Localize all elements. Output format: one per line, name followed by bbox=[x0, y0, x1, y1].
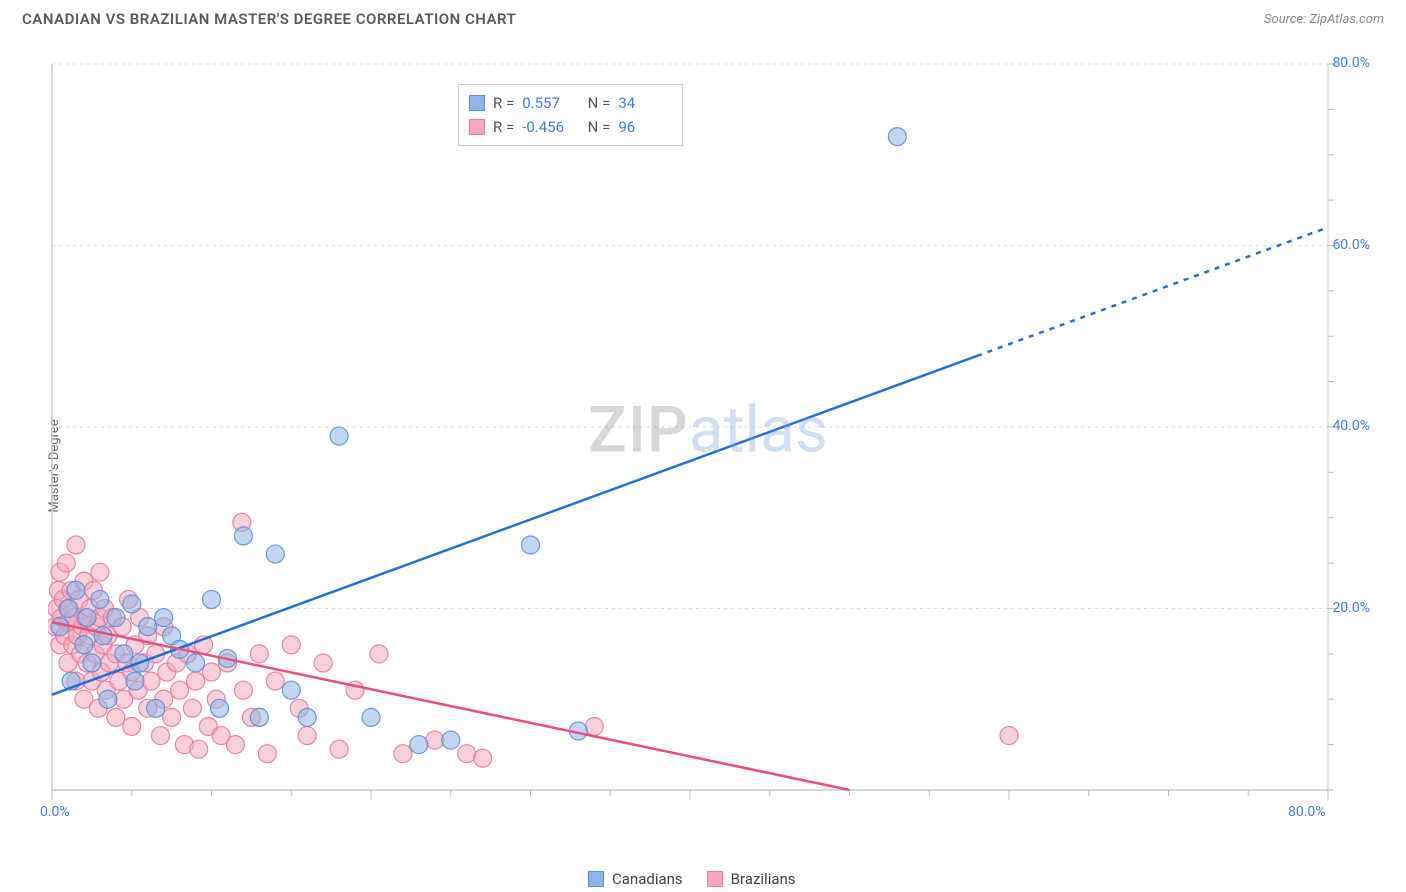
data-point bbox=[203, 590, 221, 608]
data-point bbox=[203, 663, 221, 681]
data-point bbox=[330, 740, 348, 758]
n-value: 34 bbox=[618, 91, 668, 115]
r-value: 0.557 bbox=[522, 91, 572, 115]
data-point bbox=[250, 708, 268, 726]
n-label: N = bbox=[580, 115, 610, 139]
data-point bbox=[75, 636, 93, 654]
y-tick-label: 80.0% bbox=[1332, 55, 1370, 71]
r-label: R = bbox=[493, 115, 514, 139]
trend-line-extrapolated bbox=[977, 227, 1328, 356]
data-point bbox=[67, 536, 85, 554]
data-point bbox=[139, 618, 157, 636]
data-point bbox=[151, 727, 169, 745]
data-point bbox=[522, 536, 540, 554]
y-tick-label: 60.0% bbox=[1332, 237, 1370, 253]
data-point bbox=[59, 600, 77, 618]
data-point bbox=[210, 699, 228, 717]
data-point bbox=[1000, 727, 1018, 745]
legend-item: Brazilians bbox=[707, 870, 796, 888]
data-point bbox=[123, 595, 141, 613]
trend-line bbox=[52, 622, 850, 790]
n-label: N = bbox=[580, 91, 610, 115]
data-point bbox=[83, 654, 101, 672]
series-swatch bbox=[469, 95, 485, 111]
data-point bbox=[107, 708, 125, 726]
legend-item: Canadians bbox=[588, 870, 683, 888]
data-point bbox=[458, 745, 476, 763]
data-point bbox=[107, 609, 125, 627]
plot-area: ZIPatlas R = 0.557 N = 34R = -0.456 N = … bbox=[48, 60, 1368, 830]
trend-line bbox=[52, 356, 977, 695]
data-point bbox=[266, 672, 284, 690]
data-point bbox=[94, 627, 112, 645]
y-tick-label: 20.0% bbox=[1332, 600, 1370, 616]
n-value: 96 bbox=[618, 115, 668, 139]
data-point bbox=[226, 736, 244, 754]
data-point bbox=[314, 654, 332, 672]
x-tick-label: 0.0% bbox=[40, 804, 70, 820]
correlation-stats-box: R = 0.557 N = 34R = -0.456 N = 96 bbox=[458, 84, 683, 146]
data-point bbox=[234, 527, 252, 545]
chart-container: Master's Degree ZIPatlas R = 0.557 N = 3… bbox=[0, 40, 1406, 892]
data-point bbox=[258, 745, 276, 763]
r-label: R = bbox=[493, 91, 514, 115]
data-point bbox=[394, 745, 412, 763]
data-point bbox=[234, 681, 252, 699]
stats-row: R = -0.456 N = 96 bbox=[469, 115, 668, 139]
data-point bbox=[155, 609, 173, 627]
source-name: ZipAtlas.com bbox=[1309, 12, 1384, 27]
data-point bbox=[370, 645, 388, 663]
data-point bbox=[183, 699, 201, 717]
data-point bbox=[362, 708, 380, 726]
data-point bbox=[99, 690, 117, 708]
data-point bbox=[171, 681, 189, 699]
chart-title: CANADIAN VS BRAZILIAN MASTER'S DEGREE CO… bbox=[22, 10, 516, 28]
source-prefix: Source: bbox=[1264, 12, 1309, 27]
data-point bbox=[282, 636, 300, 654]
series-legend: Canadians Brazilians bbox=[588, 870, 796, 888]
data-point bbox=[115, 645, 133, 663]
data-point bbox=[426, 731, 444, 749]
legend-swatch bbox=[588, 871, 604, 887]
data-point bbox=[298, 727, 316, 745]
scatter-plot-svg bbox=[48, 60, 1368, 830]
data-point bbox=[163, 708, 181, 726]
data-point bbox=[282, 681, 300, 699]
data-point bbox=[298, 708, 316, 726]
data-point bbox=[266, 545, 284, 563]
data-point bbox=[187, 654, 205, 672]
y-tick-label: 40.0% bbox=[1332, 418, 1370, 434]
x-tick-label: 80.0% bbox=[1288, 804, 1326, 820]
data-point bbox=[147, 699, 165, 717]
data-point bbox=[888, 128, 906, 146]
data-point bbox=[474, 749, 492, 767]
data-point bbox=[330, 427, 348, 445]
data-point bbox=[410, 736, 428, 754]
data-point bbox=[250, 645, 268, 663]
data-point bbox=[78, 609, 96, 627]
series-swatch bbox=[469, 119, 485, 135]
data-point bbox=[187, 672, 205, 690]
data-point bbox=[51, 618, 69, 636]
source-attribution: Source: ZipAtlas.com bbox=[1264, 12, 1384, 27]
data-point bbox=[91, 590, 109, 608]
data-point bbox=[142, 672, 160, 690]
data-point bbox=[91, 563, 109, 581]
data-point bbox=[123, 717, 141, 735]
data-point bbox=[126, 672, 144, 690]
legend-label: Canadians bbox=[612, 870, 683, 888]
legend-label: Brazilians bbox=[731, 870, 796, 888]
data-point bbox=[442, 731, 460, 749]
data-point bbox=[585, 717, 603, 735]
r-value: -0.456 bbox=[522, 115, 572, 139]
data-point bbox=[67, 581, 85, 599]
legend-swatch bbox=[707, 871, 723, 887]
data-point bbox=[190, 740, 208, 758]
data-point bbox=[57, 554, 75, 572]
stats-row: R = 0.557 N = 34 bbox=[469, 91, 668, 115]
